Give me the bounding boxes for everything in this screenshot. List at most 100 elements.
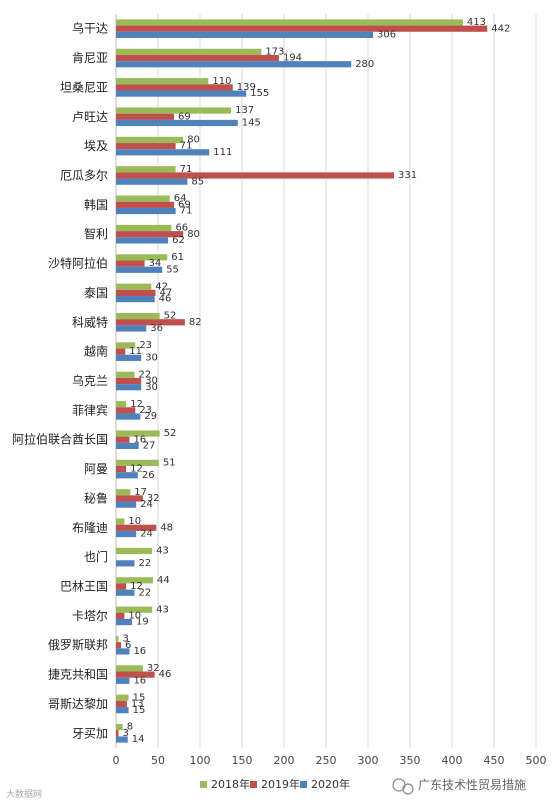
bar: [116, 430, 160, 437]
bar: [116, 201, 174, 208]
category-label: 埃及: [84, 139, 108, 153]
data-label: 42: [155, 281, 168, 292]
bar: [116, 671, 155, 678]
data-label: 43: [156, 604, 169, 615]
data-label: 13: [131, 699, 144, 710]
bar: [116, 195, 170, 202]
bar: [116, 19, 463, 26]
data-label: 34: [149, 258, 162, 269]
bar: [116, 61, 352, 68]
legend: 2018年 2019年 2020年: [200, 777, 350, 791]
category-label: 卡塔尔: [72, 608, 108, 623]
category-label: 智利: [84, 226, 108, 241]
bar: [116, 606, 153, 613]
category-label: 捷克共和国: [48, 668, 108, 682]
bar: [116, 589, 135, 596]
bar: [116, 384, 142, 391]
bar: [116, 48, 262, 55]
data-label: 48: [160, 522, 173, 533]
bar: [116, 136, 184, 144]
bar: [116, 354, 142, 361]
bar: [116, 677, 130, 684]
data-label: 82: [189, 317, 202, 328]
category-label: 秘鲁: [84, 491, 108, 505]
data-label: 6: [125, 640, 131, 651]
bar: [116, 283, 152, 290]
bar: [116, 524, 157, 531]
category-label: 乌干达: [72, 21, 108, 36]
data-label: 14: [132, 734, 145, 745]
legend-label: 2019年: [261, 777, 300, 791]
data-label: 43: [156, 546, 169, 557]
data-label: 19: [136, 617, 149, 628]
category-label: 韩国: [84, 197, 108, 212]
data-label: 8: [127, 722, 133, 733]
data-label: 23: [139, 405, 152, 416]
bar: [116, 348, 126, 355]
data-label: 32: [147, 493, 160, 504]
legend-label: 2018年: [211, 777, 250, 791]
data-label: 51: [163, 457, 176, 468]
bar: [116, 700, 127, 708]
bar: [116, 442, 139, 450]
watermark-small-text: 大数据网: [6, 788, 42, 800]
data-label: 16: [133, 646, 146, 657]
data-label: 12: [130, 399, 143, 410]
data-label: 47: [159, 288, 172, 299]
bar: [116, 54, 279, 62]
bar: [116, 518, 125, 525]
data-label: 442: [491, 23, 510, 34]
bar: [116, 618, 132, 626]
x-tick-label: 400: [442, 754, 463, 767]
bar: [116, 107, 232, 114]
data-label: 36: [150, 323, 163, 334]
data-label: 306: [377, 29, 396, 40]
x-axis-ticks: 0 50 100 150 200 250 300 350 400 450 500: [113, 754, 547, 767]
data-label: 66: [175, 223, 188, 234]
bar: [116, 577, 153, 584]
bar: [116, 413, 141, 420]
x-tick-label: 500: [526, 754, 547, 767]
category-label: 越南: [84, 344, 108, 359]
bar: [116, 207, 176, 215]
bar: [116, 266, 163, 273]
bar: [116, 665, 143, 672]
data-label: 64: [174, 193, 187, 204]
legend-label: 2020年: [311, 777, 350, 791]
data-label: 10: [128, 610, 141, 621]
bar: [116, 612, 125, 619]
category-label: 厄瓜多尔: [60, 167, 108, 182]
category-label: 坦桑尼亚: [60, 80, 108, 94]
x-tick-label: 200: [274, 754, 295, 767]
data-label: 85: [191, 176, 204, 187]
bar: [116, 583, 127, 590]
data-label: 413: [467, 17, 486, 28]
data-label: 15: [133, 705, 146, 716]
bar: [116, 495, 143, 502]
bar: [116, 319, 185, 326]
data-label: 30: [145, 382, 158, 393]
data-label: 30: [145, 376, 158, 387]
bar: [116, 78, 209, 85]
data-label: 22: [138, 558, 151, 569]
data-label: 24: [140, 529, 153, 540]
bar: [116, 730, 119, 737]
data-label: 280: [355, 59, 374, 70]
bars: [116, 19, 488, 743]
bar: [116, 166, 176, 173]
bar: [116, 224, 172, 232]
data-label: 17: [134, 487, 147, 498]
data-label: 173: [265, 46, 284, 57]
bar: [116, 172, 395, 179]
bar: [116, 25, 488, 32]
data-label: 44: [157, 575, 170, 586]
data-label: 23: [139, 340, 152, 351]
bar: [116, 694, 129, 701]
bar: [116, 401, 127, 408]
bar: [116, 90, 247, 97]
data-label: 55: [166, 264, 179, 275]
category-label: 肯尼亚: [72, 51, 108, 65]
bar: [116, 143, 176, 150]
data-labels: 4134423061731942801101391551376914580711…: [123, 17, 511, 745]
